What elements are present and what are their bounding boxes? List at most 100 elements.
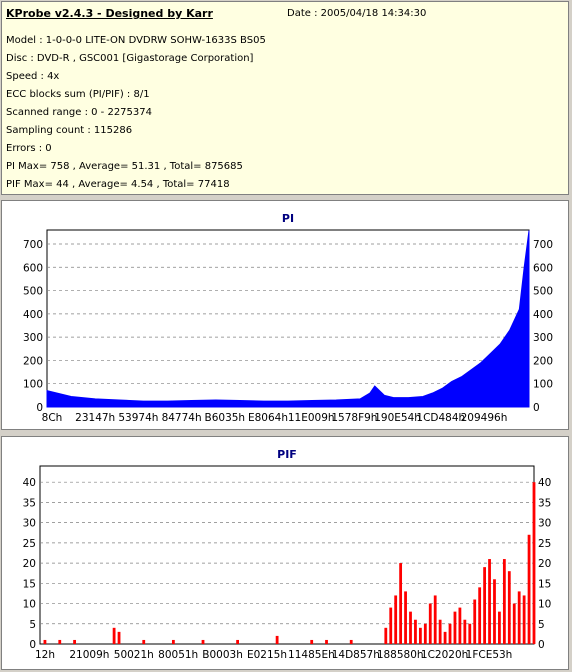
y-tick-label: 400: [23, 309, 43, 321]
x-tick-label: B0003h: [202, 649, 243, 661]
y-tick-label-right: 20: [538, 558, 551, 570]
pif-bar: [394, 595, 398, 644]
plot-area: [39, 465, 535, 645]
pif-bar: [502, 559, 506, 644]
y-tick-label: 20: [23, 558, 36, 570]
pif-bar: [423, 623, 427, 644]
pif-bar: [236, 639, 239, 644]
x-tick-label: 23147h: [75, 412, 115, 424]
pif-bar: [201, 639, 205, 644]
y-tick-label-right: 15: [538, 578, 551, 590]
pif-bar: [463, 619, 467, 644]
x-tick-label: 14D857h: [332, 649, 380, 661]
info-pif-stats: PIF Max= 44 , Average= 4.54 , Total= 774…: [6, 179, 230, 190]
pif-bar: [438, 619, 442, 644]
y-tick-label-right: 0: [533, 402, 540, 414]
x-tick-label: 11485Eh: [288, 649, 335, 661]
pif-bar: [399, 563, 403, 644]
pif-bar: [458, 607, 462, 644]
pif-bar: [73, 639, 76, 644]
pi-area-series: [46, 230, 530, 408]
y-tick-label: 40: [23, 477, 36, 489]
pif-bar: [409, 611, 412, 644]
x-tick-label: 1578F9h: [331, 412, 377, 424]
pi-chart: PI 0 0 100 100 200 200 300 300 400 400 500 500 600 600…: [23, 212, 553, 424]
pif-bar: [498, 611, 501, 644]
x-tick-label: 12h: [35, 649, 55, 661]
pif-bar: [58, 639, 62, 644]
info-sampling: Sampling count : 115286: [6, 125, 133, 136]
y-tick-label: 10: [23, 599, 36, 611]
x-tick-label: 53974h: [118, 412, 158, 424]
pif-bar: [112, 627, 116, 644]
pif-bar: [404, 591, 407, 644]
y-tick-label-right: 10: [538, 599, 551, 611]
pif-bar: [384, 627, 388, 644]
x-tick-label: 50021h: [114, 649, 154, 661]
pif-bar: [493, 579, 496, 644]
y-tick-label-right: 200: [533, 355, 553, 367]
x-tick-label: B6035h: [205, 412, 246, 424]
pif-bar: [512, 603, 516, 644]
chart-title: PI: [282, 212, 294, 225]
y-tick-label-right: 25: [538, 538, 551, 550]
info-model: Model : 1-0-0-0 LITE-ON DVDRW SOHW-1633S…: [6, 35, 266, 46]
x-tick-label: 80051h: [158, 649, 198, 661]
y-tick-label: 30: [23, 518, 36, 530]
pif-bar: [468, 623, 472, 644]
y-tick-label: 35: [23, 497, 36, 509]
x-tick-label: 1C2020h: [421, 649, 468, 661]
x-tick-label: 11E009h: [288, 412, 335, 424]
chart-title: PIF: [277, 448, 297, 461]
pif-bar: [507, 571, 511, 644]
pif-bar: [142, 639, 146, 644]
y-tick-label: 15: [23, 578, 36, 590]
y-tick-label: 0: [36, 402, 43, 414]
pif-bar: [522, 595, 526, 644]
y-tick-label: 5: [29, 619, 36, 631]
plot-area: [46, 229, 530, 408]
info-ecc: ECC blocks sum (PI/PIF) : 8/1: [6, 89, 150, 100]
info-errors: Errors : 0: [6, 143, 52, 154]
y-tick-label-right: 300: [533, 332, 553, 344]
y-tick-label-right: 40: [538, 477, 551, 489]
x-tick-label: 1CD484h: [416, 412, 465, 424]
pif-bar: [349, 639, 353, 644]
y-tick-label-right: 35: [538, 497, 551, 509]
pif-bar: [453, 611, 457, 644]
pif-bar: [443, 631, 447, 644]
info-speed: Speed : 4x: [6, 71, 60, 82]
x-tick-label: 190E54h: [374, 412, 421, 424]
scan-date: Date : 2005/04/18 14:34:30: [287, 8, 427, 19]
y-tick-label-right: 600: [533, 262, 553, 274]
x-tick-label: 188580h: [377, 649, 424, 661]
x-tick-label: 84774h: [162, 412, 202, 424]
y-tick-label-right: 5: [538, 619, 545, 631]
pif-bar: [527, 534, 531, 644]
info-pi-stats: PI Max= 758 , Average= 51.31 , Total= 87…: [6, 161, 243, 172]
y-tick-label: 0: [29, 639, 36, 651]
pif-bar: [483, 567, 486, 644]
pif-bar: [389, 607, 393, 644]
pif-bar: [448, 623, 452, 644]
pif-bar: [478, 587, 482, 644]
y-tick-label: 600: [23, 262, 43, 274]
y-tick-label: 100: [23, 379, 43, 391]
pif-bar: [275, 635, 279, 644]
y-tick-label: 500: [23, 286, 43, 298]
pif-chart-panel: PIF 0 0 5 5 10 10 15 15 20 20 25 25 30 30 35 35 40 40 12h 21…: [1, 436, 569, 670]
app-title: KProbe v2.4.3 - Designed by Karr: [6, 7, 213, 20]
pif-bar: [428, 603, 432, 644]
pif-bar: [117, 631, 121, 644]
y-tick-label: 300: [23, 332, 43, 344]
y-tick-label: 700: [23, 239, 43, 251]
pif-bar: [488, 559, 491, 644]
x-tick-label: 209496h: [461, 412, 508, 424]
pi-chart-panel: PI 0 0 100 100 200 200 300 300 400 400 500 500 600 600…: [1, 200, 569, 430]
x-tick-label: E0215h: [247, 649, 287, 661]
y-tick-label: 200: [23, 355, 43, 367]
info-panel: KProbe v2.4.3 - Designed by Karr Date : …: [1, 1, 569, 195]
y-tick-label-right: 30: [538, 518, 551, 530]
pif-bar: [414, 619, 417, 644]
pif-chart: PIF 0 0 5 5 10 10 15 15 20 20 25 25 30 30 35 35 40 40 12h 21…: [23, 448, 552, 661]
